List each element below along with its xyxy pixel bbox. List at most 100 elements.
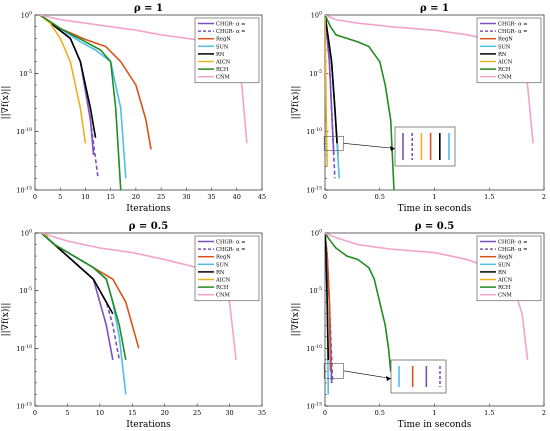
- legend-label: RegN: [216, 255, 231, 261]
- legend-label: CHGR- α =: [498, 29, 527, 35]
- zoom-arrowhead: [390, 146, 395, 151]
- legend-label: SUN: [498, 44, 511, 50]
- x-tick-label: 0.5: [375, 193, 385, 201]
- x-tick-label: 15: [128, 409, 136, 417]
- legend-label: CHGR- α =: [498, 240, 527, 246]
- legend-label: RegN: [498, 37, 513, 43]
- series-line-6: [325, 15, 328, 167]
- y-tick-label: 10-5: [309, 69, 322, 78]
- zoom-inset-box: [390, 359, 447, 394]
- legend-label: SUN: [216, 262, 229, 268]
- legend-box: [476, 17, 542, 84]
- x-tick-label: 10: [96, 409, 104, 417]
- x-axis-label: Time in seconds: [398, 420, 472, 430]
- chart-title: ρ = 1: [134, 3, 163, 14]
- legend-label: CHGR- α =: [216, 247, 245, 253]
- legend-box: [194, 17, 260, 84]
- x-tick-label: 1: [432, 193, 436, 201]
- legend-label: RCH: [216, 285, 229, 291]
- x-tick-label: 10: [81, 193, 89, 201]
- y-tick-label: 10-5: [19, 69, 32, 78]
- x-axis-label: Iterations: [126, 420, 171, 430]
- x-tick-label: 2: [542, 193, 546, 201]
- legend-label: CNM: [498, 75, 513, 81]
- x-tick-label: 35: [207, 193, 215, 201]
- x-tick-label: 0.5: [375, 409, 385, 417]
- legend-label: SUN: [498, 262, 511, 268]
- x-tick-label: 30: [225, 409, 233, 417]
- legend-label: CHGR- α =: [498, 22, 527, 28]
- series-line-5: [39, 15, 97, 138]
- y-tick-label: 10-10: [16, 344, 32, 353]
- legend-label: CHGR- α =: [498, 247, 527, 253]
- x-axis-label: Iterations: [126, 204, 171, 214]
- chart-panel-2: 0 0.5 1 1.5 2 100 10-5 10-10 10-15 ρ = 1 Time in s…: [290, 3, 546, 214]
- y-tick-label: 10-15: [306, 402, 322, 411]
- y-tick-label: 10-5: [19, 286, 32, 295]
- y-axis-label: ||∇f(x)||: [290, 303, 301, 337]
- y-tick-label: 10-15: [16, 186, 32, 195]
- x-tick-label: 15: [107, 193, 115, 201]
- legend-box: [194, 235, 260, 302]
- y-axis-label: ||∇f(x)||: [0, 303, 11, 337]
- legend-label: CNM: [498, 293, 513, 299]
- y-tick-label: 100: [21, 229, 32, 238]
- legend-label: CNM: [216, 75, 231, 81]
- x-tick-label: 30: [182, 193, 190, 201]
- x-tick-label: 20: [132, 193, 140, 201]
- legend-label: RN: [498, 52, 507, 58]
- x-tick-label: 5: [58, 193, 62, 201]
- chart-panel-3: 0 5 10 15 20 25 30 35 100 10-5 10-10 10-15 ρ = 0.5 It…: [0, 221, 266, 430]
- x-tick-label: 1: [432, 409, 436, 417]
- legend-label: RCH: [498, 67, 511, 73]
- zoom-arrowhead: [386, 376, 391, 381]
- x-tick-label: 2: [542, 409, 546, 417]
- series-line-7: [325, 233, 392, 372]
- chart-panel-1: 0 5 10 15 20 25 30 35 40 45 100 10-5 10-10 10-15 ρ = 1…: [0, 3, 266, 214]
- zoom-inset-box: [394, 126, 456, 167]
- y-tick-label: 10-10: [306, 127, 322, 136]
- y-tick-label: 10-15: [16, 402, 32, 411]
- legend-label: RegN: [498, 255, 513, 261]
- x-tick-label: 35: [258, 409, 266, 417]
- y-tick-label: 10-15: [306, 186, 322, 195]
- x-tick-label: 40: [233, 193, 241, 201]
- zoom-arrow: [343, 370, 392, 379]
- legend-box: [476, 235, 542, 302]
- x-tick-label: 0: [33, 193, 37, 201]
- series-line-6: [39, 15, 87, 144]
- chart-title: ρ = 0.5: [129, 221, 168, 232]
- legend-label: AICN: [497, 278, 513, 284]
- legend-label: RN: [498, 270, 507, 276]
- legend-label: CHGR- α =: [216, 29, 245, 35]
- zoom-arrow: [343, 143, 396, 149]
- series-lines: [39, 15, 248, 190]
- x-tick-label: 25: [193, 409, 201, 417]
- chart-title: ρ = 0.5: [415, 221, 454, 232]
- x-tick-label: 1.5: [484, 193, 494, 201]
- x-tick-label: 20: [161, 409, 169, 417]
- x-tick-label: 45: [258, 193, 266, 201]
- x-tick-label: 1.5: [484, 409, 494, 417]
- series-line-7: [325, 15, 395, 190]
- series-line-7: [39, 15, 122, 190]
- x-tick-label: 0: [323, 193, 327, 201]
- series-line-5: [325, 15, 338, 144]
- legend-label: CHGR- α =: [216, 22, 245, 28]
- legend-label: RN: [216, 270, 225, 276]
- x-tick-label: 0: [33, 409, 37, 417]
- legend-label: RN: [216, 52, 225, 58]
- legend-label: RCH: [498, 285, 511, 291]
- series-lines: [325, 233, 529, 395]
- chart-panel-4: 0 0.5 1 1.5 2 100 10-5 10-10 10-15 ρ = 0.5 Time in…: [290, 221, 546, 430]
- series-line-5: [325, 233, 330, 360]
- x-axis-label: Time in seconds: [398, 204, 472, 214]
- legend-label: RCH: [216, 67, 229, 73]
- y-axis-label: ||∇f(x)||: [290, 86, 301, 120]
- legend-label: SUN: [216, 44, 229, 50]
